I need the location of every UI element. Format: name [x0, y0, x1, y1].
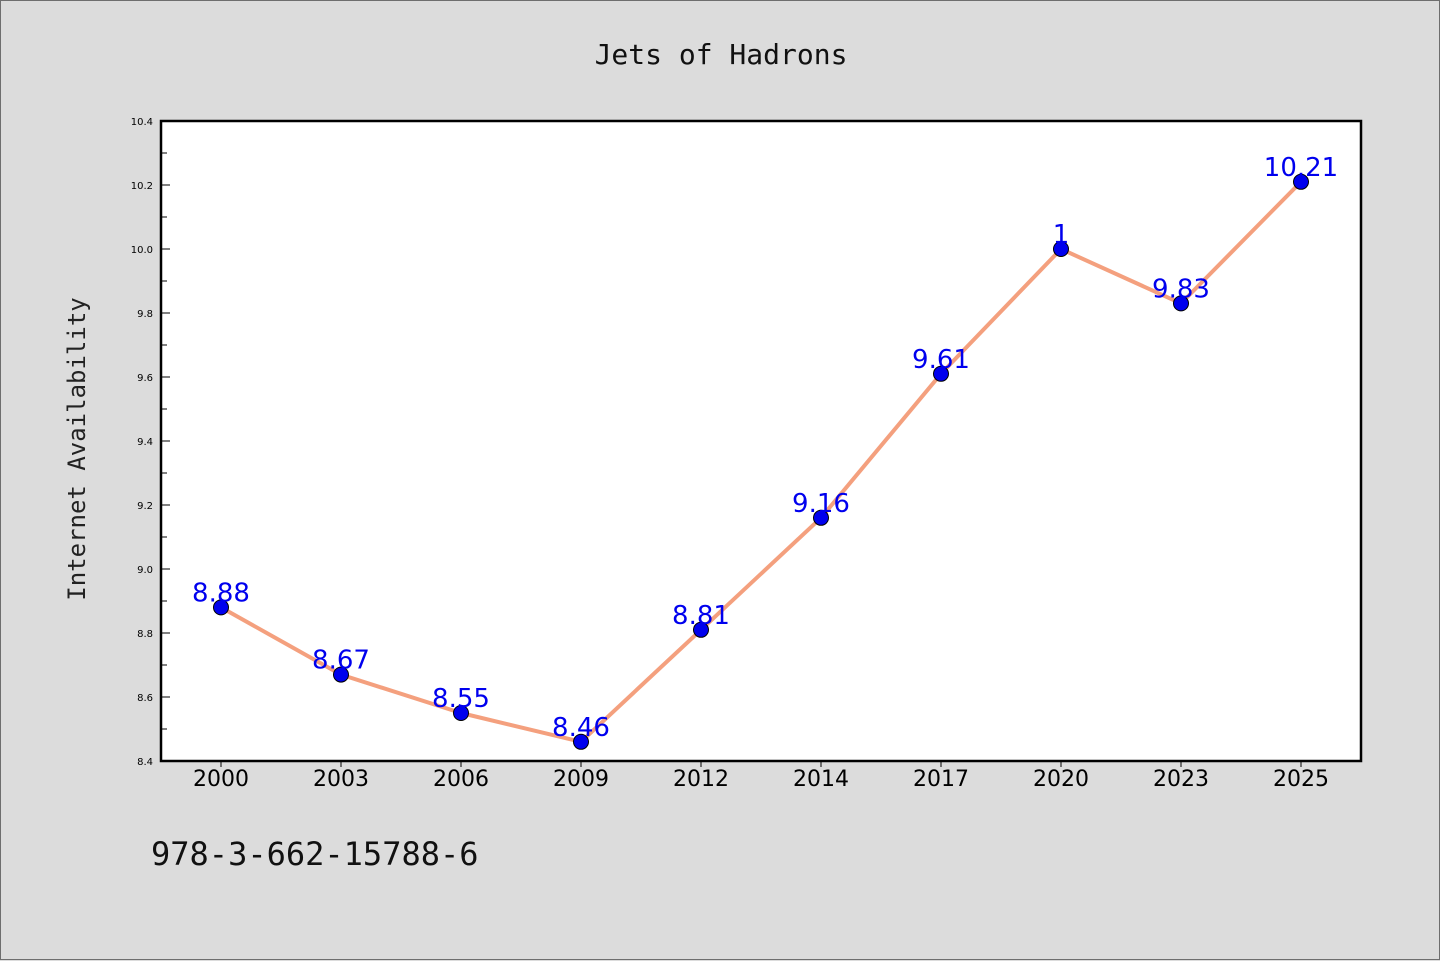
x-tick-label: 2023	[1153, 767, 1209, 792]
y-tick-label: 9.2	[137, 501, 153, 512]
x-axis: 2000 2003 2006 2009 2012 2014 2017 2020 2023 2025	[193, 761, 1329, 792]
data-label: 8.46	[552, 713, 610, 743]
isbn-text: 978-3-662-15788-6	[151, 835, 479, 873]
data-label: 8.81	[672, 601, 730, 631]
data-point	[1053, 241, 1069, 257]
y-tick-label: 10.4	[131, 117, 153, 128]
y-tick-label: 8.4	[137, 757, 153, 768]
data-point	[933, 365, 949, 382]
x-tick-label: 2020	[1033, 767, 1089, 792]
data-point	[1173, 295, 1189, 312]
y-tick-label: 10.2	[131, 181, 153, 192]
y-axis: 8.4 8.6 8.8 9.0 9.2 9.4 9.6 9.8 10.0 10.2 10.4	[131, 117, 170, 768]
y-axis-label: Internet Availability	[63, 297, 91, 600]
data-point	[213, 599, 229, 616]
data-label: 9.61	[912, 345, 970, 375]
data-label: 10.21	[1264, 153, 1338, 183]
data-label: 9.16	[792, 489, 850, 519]
x-tick-label: 2000	[193, 767, 249, 792]
data-label: 9.83	[1152, 274, 1210, 304]
y-tick-label: 9.6	[137, 373, 153, 384]
y-tick-label: 9.8	[137, 309, 153, 320]
data-label: 1	[1053, 220, 1070, 250]
x-tick-label: 2009	[553, 767, 609, 792]
x-tick-label: 2003	[313, 767, 369, 792]
data-point	[1293, 173, 1309, 190]
x-tick-label: 2025	[1273, 767, 1329, 792]
x-tick-label: 2006	[433, 767, 489, 792]
data-point	[693, 621, 709, 638]
y-tick-label: 8.8	[137, 629, 153, 640]
data-point	[573, 733, 589, 750]
data-label: 8.55	[432, 684, 490, 714]
data-label: 8.88	[192, 578, 250, 608]
x-tick-label: 2017	[913, 767, 969, 792]
data-point	[453, 705, 469, 721]
series-line	[220, 180, 1303, 744]
y-tick-label: 8.6	[137, 693, 153, 704]
data-point	[813, 509, 829, 526]
y-tick-label: 9.0	[137, 565, 153, 576]
x-tick-label: 2014	[793, 767, 849, 792]
x-tick-label: 2012	[673, 767, 729, 792]
data-label: 8.67	[312, 646, 370, 676]
series-group	[213, 173, 1309, 750]
data-point	[333, 666, 349, 683]
y-tick-label: 9.4	[137, 437, 153, 448]
plot-area	[159, 119, 1363, 763]
y-tick-label: 10.0	[131, 245, 153, 256]
chart-title: Jets of Hadrons	[595, 38, 848, 71]
data-labels: 8.88 8.67 8.55 8.46 8.81 9.16 9.61 1 9.83 10.21	[192, 153, 1338, 743]
